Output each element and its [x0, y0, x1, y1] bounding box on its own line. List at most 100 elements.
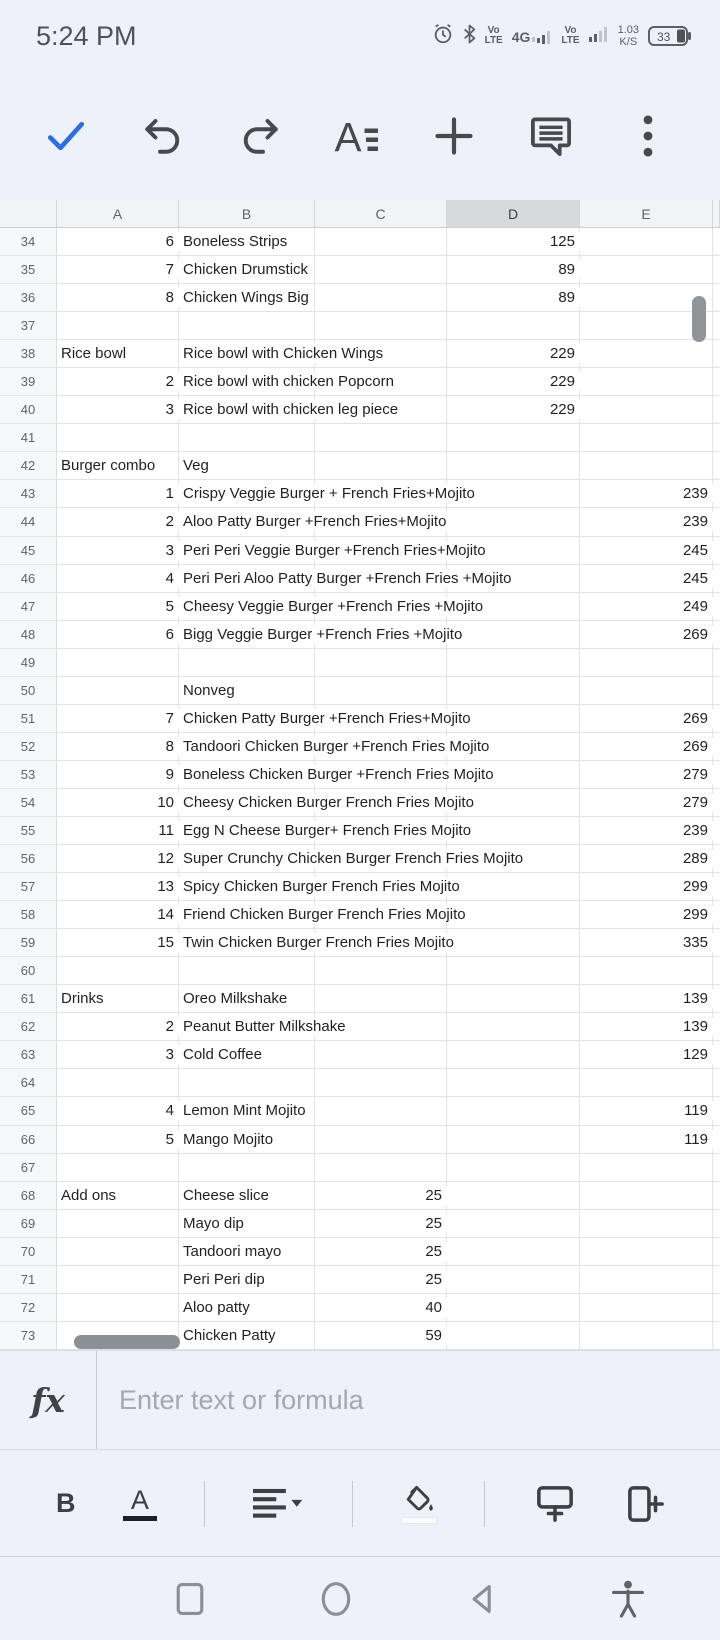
cell-E52[interactable]: 269: [580, 733, 713, 760]
cell-B54[interactable]: Cheesy Chicken Burger French Fries Mojit…: [179, 789, 476, 816]
cell-C68[interactable]: 25: [315, 1182, 447, 1209]
cell-C35[interactable]: [315, 256, 447, 283]
row-header-67[interactable]: 67: [0, 1153, 57, 1181]
cell-B48[interactable]: Bigg Veggie Burger +French Fries +Mojito: [179, 621, 465, 648]
insert-column-button[interactable]: [624, 1482, 668, 1526]
cell-E49[interactable]: [580, 649, 713, 676]
column-header-partial[interactable]: [713, 200, 720, 227]
row-header-63[interactable]: 63: [0, 1041, 57, 1069]
row-header-41[interactable]: 41: [0, 424, 57, 452]
cell-E55[interactable]: 239: [580, 817, 713, 844]
cell-B68[interactable]: Cheese slice: [179, 1182, 315, 1209]
row-header-68[interactable]: 68: [0, 1181, 57, 1209]
cell-B40[interactable]: Rice bowl with chicken leg piece: [179, 396, 401, 423]
cell-E51[interactable]: 269: [580, 705, 713, 732]
cell-A65[interactable]: 4: [57, 1097, 179, 1124]
cell-A59[interactable]: 15: [57, 929, 179, 956]
vertical-scrollbar[interactable]: [692, 296, 706, 342]
row-header-57[interactable]: 57: [0, 873, 57, 901]
cell-B56[interactable]: Super Crunchy Chicken Burger French Frie…: [179, 845, 526, 872]
cell-A42[interactable]: Burger combo: [57, 452, 179, 479]
cell-A39[interactable]: 2: [57, 368, 179, 395]
row-header-44[interactable]: 44: [0, 508, 57, 536]
cell-E60[interactable]: [580, 957, 713, 984]
cell-D68[interactable]: [447, 1182, 580, 1209]
row-header-71[interactable]: 71: [0, 1265, 57, 1293]
cell-B67[interactable]: [179, 1154, 315, 1181]
cell-A57[interactable]: 13: [57, 873, 179, 900]
insert-plus-button[interactable]: [426, 108, 482, 164]
cell-B60[interactable]: [179, 957, 315, 984]
row-header-34[interactable]: 34: [0, 228, 57, 256]
cell-D35[interactable]: 89: [447, 256, 580, 283]
cell-D69[interactable]: [447, 1210, 580, 1237]
cell-A44[interactable]: 2: [57, 508, 179, 535]
cell-E39[interactable]: [580, 368, 713, 395]
cell-B65[interactable]: Lemon Mint Mojito: [179, 1097, 315, 1124]
row-header-36[interactable]: 36: [0, 284, 57, 312]
cell-B66[interactable]: Mango Mojito: [179, 1126, 315, 1153]
cell-E53[interactable]: 279: [580, 761, 713, 788]
cell-A53[interactable]: 9: [57, 761, 179, 788]
row-header-59[interactable]: 59: [0, 929, 57, 957]
cell-A50[interactable]: [57, 677, 179, 704]
cell-A61[interactable]: Drinks: [57, 985, 179, 1012]
recents-button[interactable]: [160, 1569, 220, 1629]
cell-E72[interactable]: [580, 1294, 713, 1321]
cell-E68[interactable]: [580, 1182, 713, 1209]
cell-B50[interactable]: Nonveg: [179, 677, 315, 704]
bold-button[interactable]: B: [56, 1488, 76, 1518]
cell-B42[interactable]: Veg: [179, 452, 315, 479]
cell-B36[interactable]: Chicken Wings Big: [179, 284, 315, 311]
cell-D64[interactable]: [447, 1069, 580, 1096]
cell-C69[interactable]: 25: [315, 1210, 447, 1237]
cell-C37[interactable]: [315, 312, 447, 339]
cell-B73[interactable]: Chicken Patty: [179, 1322, 315, 1349]
cell-A36[interactable]: 8: [57, 284, 179, 311]
row-header-37[interactable]: 37: [0, 312, 57, 340]
cell-D63[interactable]: [447, 1041, 580, 1068]
cell-C63[interactable]: [315, 1041, 447, 1068]
cell-D70[interactable]: [447, 1238, 580, 1265]
cell-E35[interactable]: [580, 256, 713, 283]
row-header-56[interactable]: 56: [0, 845, 57, 873]
cell-B37[interactable]: [179, 312, 315, 339]
cell-C64[interactable]: [315, 1069, 447, 1096]
cell-E56[interactable]: 289: [580, 845, 713, 872]
cell-E46[interactable]: 245: [580, 565, 713, 592]
cell-A49[interactable]: [57, 649, 179, 676]
cell-D36[interactable]: 89: [447, 284, 580, 311]
fx-button[interactable]: fx: [0, 1351, 97, 1449]
confirm-check-button[interactable]: [38, 108, 94, 164]
cell-A40[interactable]: 3: [57, 396, 179, 423]
cell-B44[interactable]: Aloo Patty Burger +French Fries+Mojito: [179, 508, 449, 535]
cell-A45[interactable]: 3: [57, 537, 179, 564]
cell-A56[interactable]: 12: [57, 845, 179, 872]
text-format-button[interactable]: A: [329, 108, 385, 164]
accessibility-button[interactable]: [598, 1569, 658, 1629]
cell-A60[interactable]: [57, 957, 179, 984]
cell-D34[interactable]: 125: [447, 228, 580, 255]
row-header-42[interactable]: 42: [0, 452, 57, 480]
cell-B53[interactable]: Boneless Chicken Burger +French Fries Mo…: [179, 761, 496, 788]
cell-D48[interactable]: [447, 621, 580, 648]
cell-A63[interactable]: 3: [57, 1041, 179, 1068]
cell-B43[interactable]: Crispy Veggie Burger + French Fries+Moji…: [179, 480, 477, 507]
cell-D65[interactable]: [447, 1097, 580, 1124]
cell-C36[interactable]: [315, 284, 447, 311]
cell-B51[interactable]: Chicken Patty Burger +French Fries+Mojit…: [179, 705, 473, 732]
cell-B45[interactable]: Peri Peri Veggie Burger +French Fries+Mo…: [179, 537, 488, 564]
cell-A51[interactable]: 7: [57, 705, 179, 732]
cell-E65[interactable]: 119: [580, 1097, 713, 1124]
cell-A54[interactable]: 10: [57, 789, 179, 816]
cell-A66[interactable]: 5: [57, 1126, 179, 1153]
cell-A38[interactable]: Rice bowl: [57, 340, 179, 367]
cell-C65[interactable]: [315, 1097, 447, 1124]
row-header-47[interactable]: 47: [0, 592, 57, 620]
cell-E63[interactable]: 129: [580, 1041, 713, 1068]
cell-D42[interactable]: [447, 452, 580, 479]
cell-B58[interactable]: Friend Chicken Burger French Fries Mojit…: [179, 901, 468, 928]
cell-E47[interactable]: 249: [580, 593, 713, 620]
cell-D71[interactable]: [447, 1266, 580, 1293]
cell-E57[interactable]: 299: [580, 873, 713, 900]
